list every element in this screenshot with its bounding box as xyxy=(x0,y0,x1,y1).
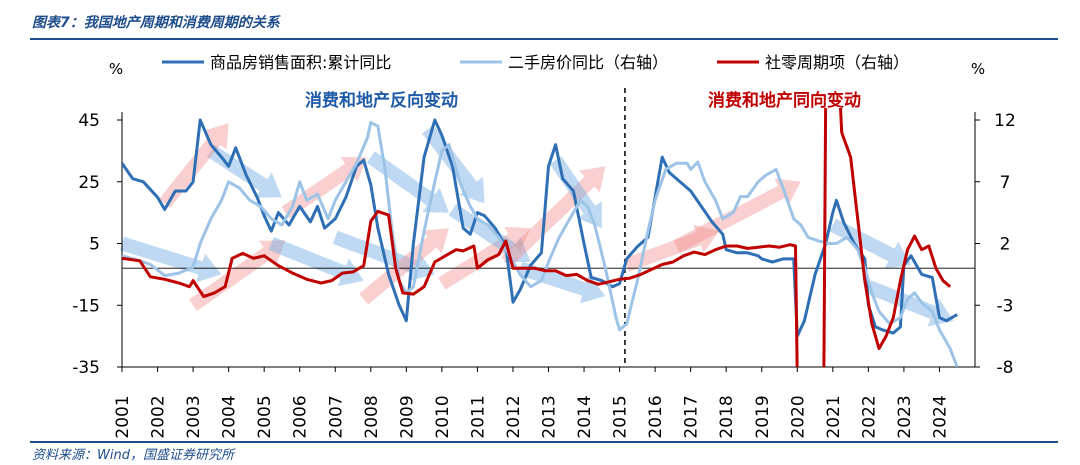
x-tick-label: 2009 xyxy=(397,395,417,438)
x-tick-label: 2011 xyxy=(468,395,488,438)
x-tick-label: 2015 xyxy=(611,395,631,438)
x-tick-label: 2007 xyxy=(326,395,346,438)
x-tick-label: 2003 xyxy=(184,395,204,438)
x-tick-label: 2022 xyxy=(859,395,879,438)
legend: 商品房销售面积:累计同比 二手房价同比（右轴） 社零周期项（右轴） xyxy=(162,53,909,72)
series-line-0 xyxy=(122,118,958,338)
x-tick-label: 2021 xyxy=(824,395,844,438)
axes-layer: 45 25 5 -15 -35 12 7 2 -3 -8 2001 2002 2003 2004 2005 2… xyxy=(72,88,1016,439)
legend-label-2: 社零周期项（右轴） xyxy=(765,53,909,72)
source-note: 资料来源：Wind，国盛证券研究所 xyxy=(32,448,234,463)
trend-arrow-red xyxy=(501,166,606,268)
annotation-inverse: 消费和地产反向变动 xyxy=(305,90,458,111)
x-tick-label: 2008 xyxy=(362,395,382,438)
trend-arrow-blue xyxy=(517,261,606,304)
header-divider xyxy=(30,38,1058,40)
y-right-tick-label: 12 xyxy=(994,111,1016,131)
series-line-2 xyxy=(122,108,952,367)
x-tick-label: 2014 xyxy=(575,395,595,438)
chart-title: 图表7：我国地产周期和消费周期的关系 xyxy=(32,15,280,31)
right-unit-label: % xyxy=(971,60,985,78)
x-tick-label: 2010 xyxy=(433,395,453,438)
y-left-tick-label: -15 xyxy=(72,296,100,316)
series-line-1 xyxy=(122,121,959,367)
y-right-tick-label: -8 xyxy=(997,358,1014,378)
trend-arrow-red xyxy=(359,228,449,305)
y-left-tick-label: 25 xyxy=(78,173,100,193)
trend-arrow-blue xyxy=(865,280,954,327)
x-tick-label: 2017 xyxy=(682,395,702,438)
x-tick-label: 2012 xyxy=(504,395,524,438)
chart-header: 图表7：我国地产周期和消费周期的关系 xyxy=(0,0,1080,40)
series-layer xyxy=(122,108,959,367)
trend-arrow-red xyxy=(281,157,368,219)
x-tick-label: 2018 xyxy=(717,395,737,438)
trend-arrow-red xyxy=(673,178,801,253)
x-tick-label: 2020 xyxy=(788,395,808,438)
x-tick-label: 2024 xyxy=(930,395,950,438)
x-tick-label: 2023 xyxy=(895,395,915,438)
legend-label-0: 商品房销售面积:累计同比 xyxy=(210,53,391,72)
y-left-tick-label: 5 xyxy=(89,235,100,255)
trend-arrow-blue xyxy=(829,218,911,269)
y-left-tick-label: -35 xyxy=(72,358,100,378)
y-right-tick-label: -3 xyxy=(997,296,1014,316)
x-tick-label: 2016 xyxy=(646,395,666,438)
x-tick-label: 2005 xyxy=(255,395,275,438)
trend-arrow-blue xyxy=(448,203,531,263)
x-tick-label: 2002 xyxy=(149,395,169,438)
left-unit-label: % xyxy=(109,60,123,78)
x-tick-label: 2006 xyxy=(291,395,311,438)
trend-arrow-blue xyxy=(366,151,449,213)
x-tick-label: 2004 xyxy=(220,395,240,438)
trend-arrow-blue xyxy=(119,236,222,283)
x-tick-label: 2001 xyxy=(113,395,133,438)
trend-arrow-red xyxy=(624,224,720,272)
y-left-tick-label: 45 xyxy=(78,111,100,131)
footer-divider xyxy=(30,441,1058,443)
legend-label-1: 二手房价同比（右轴） xyxy=(508,53,668,72)
x-tick-label: 2013 xyxy=(540,395,560,438)
y-right-tick-label: 7 xyxy=(1000,173,1011,193)
x-tick-label: 2019 xyxy=(753,395,773,438)
annotation-same: 消费和地产同向变动 xyxy=(708,90,861,111)
y-right-tick-label: 2 xyxy=(1000,235,1011,255)
